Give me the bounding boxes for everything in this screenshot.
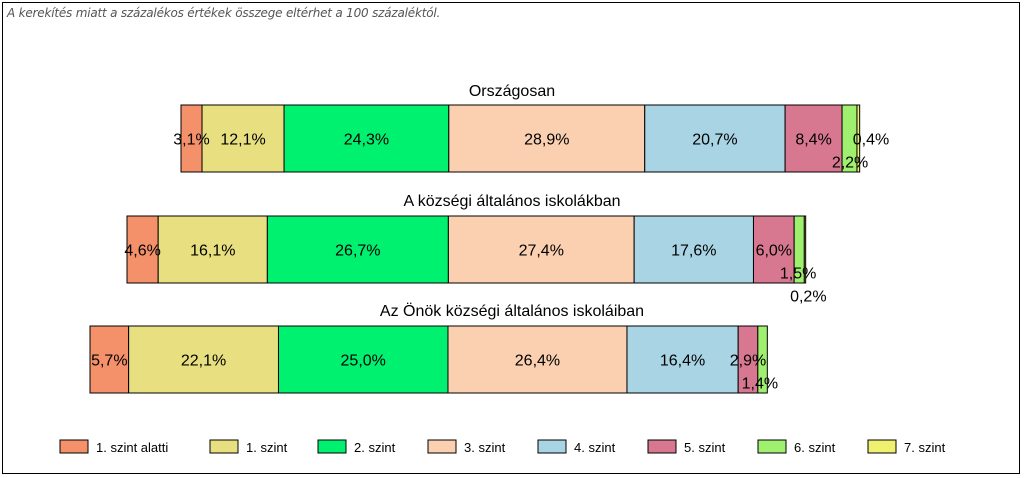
rounding-note: A kerekítés miatt a százalékos értékek ö… xyxy=(7,6,441,20)
data-label-g0-s6: 2,2% xyxy=(832,155,868,172)
bar-segment-g1-s5 xyxy=(752,215,795,284)
data-label-g0-s0: 3,1% xyxy=(173,132,209,149)
data-label-g1-s0: 4,6% xyxy=(124,243,160,260)
data-label-g0-s5: 8,4% xyxy=(795,132,831,149)
legend-label-0: 1. szint alatti xyxy=(96,440,168,455)
data-label-g0-s7: 0,4% xyxy=(853,132,889,149)
bar-segment-g0-s5 xyxy=(784,104,843,173)
data-label-g2-s1: 22,1% xyxy=(181,353,226,370)
legend-swatch-5 xyxy=(647,439,677,454)
legend-label-7: 7. szint xyxy=(904,440,946,455)
legend-label-6: 6. szint xyxy=(794,440,836,455)
legend-label-3: 3. szint xyxy=(464,440,506,455)
data-label-g1-s2: 26,7% xyxy=(335,243,380,260)
bar-segment-g1-s2 xyxy=(266,215,449,284)
legend-label-4: 4. szint xyxy=(574,440,616,455)
data-label-g2-s3: 26,4% xyxy=(515,353,560,370)
bar-segment-g2-s1 xyxy=(128,325,279,394)
data-label-g2-s6: 1,4% xyxy=(742,376,778,393)
data-label-g0-s1: 12,1% xyxy=(220,132,265,149)
data-label-g2-s4: 16,4% xyxy=(660,353,705,370)
bar-segment-g1-s3 xyxy=(447,215,635,284)
bar-segment-g2-s3 xyxy=(447,325,628,394)
legend-label-2: 2. szint xyxy=(354,440,396,455)
data-label-g1-s7: 0,2% xyxy=(790,289,826,306)
bar-segment-g1-s7 xyxy=(803,215,807,284)
data-label-g1-s6: 1,5% xyxy=(780,266,816,283)
bar-segment-g0-s7 xyxy=(856,104,861,173)
legend-swatch-1 xyxy=(209,439,239,454)
legend-swatch-2 xyxy=(317,439,347,454)
bar-segment-g2-s4 xyxy=(626,325,739,394)
data-label-g1-s4: 17,6% xyxy=(671,243,716,260)
bar-segment-g2-s6 xyxy=(757,325,768,394)
bar-segment-g0-s2 xyxy=(283,104,450,173)
legend-swatch-7 xyxy=(867,439,897,454)
data-label-g2-s0: 5,7% xyxy=(91,353,127,370)
bar-segment-g0-s4 xyxy=(644,104,786,173)
legend-swatch-6 xyxy=(757,439,787,454)
legend-swatch-4 xyxy=(537,439,567,454)
legend-swatch-3 xyxy=(427,439,457,454)
legend-label-1: 1. szint xyxy=(246,440,288,455)
bar-segment-g0-s3 xyxy=(448,104,646,173)
legend-swatch-0 xyxy=(59,439,89,454)
group-title-1: A községi általános iskolákban xyxy=(403,193,620,210)
data-label-g1-s5: 6,0% xyxy=(756,243,792,260)
group-title-2: Az Önök községi általános iskoláiban xyxy=(380,302,644,320)
data-label-g0-s3: 28,9% xyxy=(524,132,569,149)
legend-label-5: 5. szint xyxy=(684,440,726,455)
data-label-g0-s4: 20,7% xyxy=(692,132,737,149)
data-label-g1-s1: 16,1% xyxy=(190,243,235,260)
data-label-g0-s2: 24,3% xyxy=(344,132,389,149)
data-label-g1-s3: 27,4% xyxy=(519,243,564,260)
data-label-g2-s5: 2,9% xyxy=(730,353,766,370)
bar-segment-g1-s1 xyxy=(157,215,268,284)
group-title-0: Országosan xyxy=(469,83,555,100)
data-label-g2-s2: 25,0% xyxy=(341,353,386,370)
